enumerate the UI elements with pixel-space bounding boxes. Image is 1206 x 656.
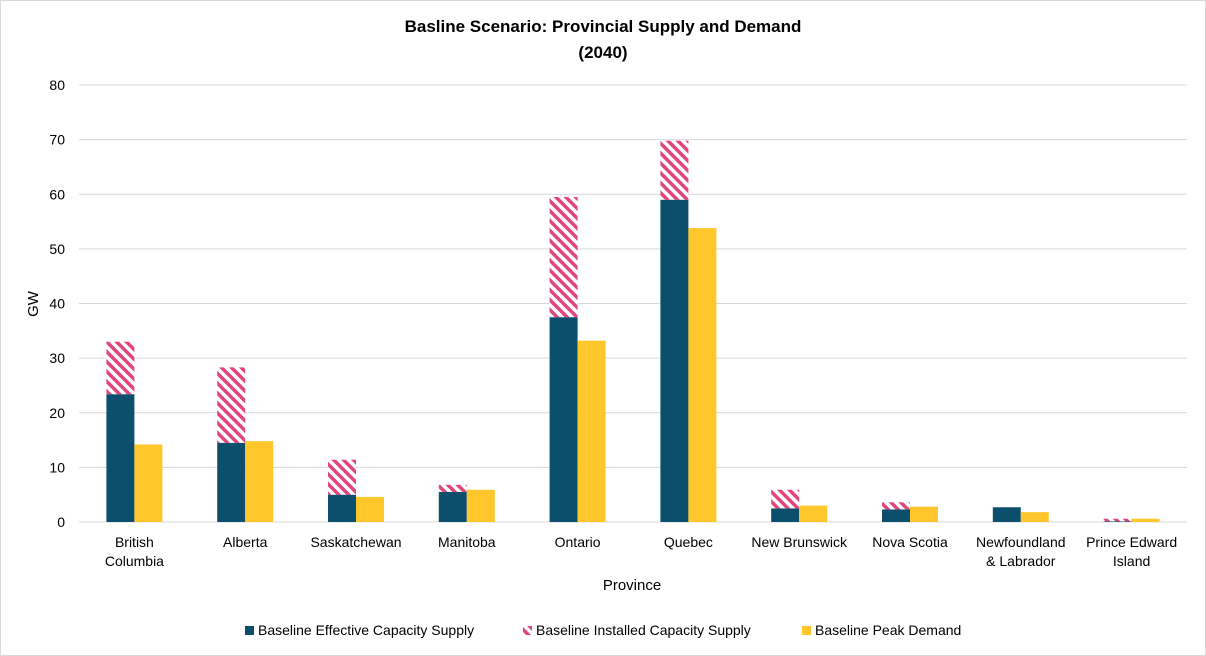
legend-swatch xyxy=(523,626,532,635)
x-tick-label: Saskatchewan xyxy=(310,534,401,550)
y-tick-label: 60 xyxy=(49,186,65,202)
bar-baseline-peak-demand xyxy=(1020,512,1049,522)
legend-item: Baseline Effective Capacity Supply xyxy=(245,622,474,638)
legend-swatch xyxy=(802,626,811,635)
bar-baseline-peak-demand xyxy=(466,489,495,522)
bar-baseline-installed-capacity-supply xyxy=(660,140,689,200)
bar-baseline-effective-capacity-supply xyxy=(1103,521,1132,522)
bars xyxy=(106,140,1160,522)
bar-baseline-effective-capacity-supply xyxy=(217,442,246,522)
y-tick-label: 50 xyxy=(49,241,65,257)
legend-item: Baseline Installed Capacity Supply xyxy=(523,622,751,638)
bar-baseline-peak-demand xyxy=(245,441,274,522)
bar-baseline-installed-capacity-supply xyxy=(1103,518,1132,522)
chart-title: Basline Scenario: Provincial Supply and … xyxy=(405,17,802,62)
bar-baseline-installed-capacity-supply xyxy=(438,484,467,492)
bar-baseline-peak-demand xyxy=(910,506,938,522)
bar-baseline-installed-capacity-supply xyxy=(106,341,135,395)
chart-title-line: Basline Scenario: Provincial Supply and … xyxy=(405,17,802,36)
x-tick-label: Alberta xyxy=(223,534,268,550)
bar-baseline-installed-capacity-supply xyxy=(549,196,578,318)
x-axis-ticks: British Columbia Alberta Saskatchewan Manito… xyxy=(105,534,1177,569)
bar-baseline-effective-capacity-supply xyxy=(882,509,910,522)
x-tick-label: New Brunswick xyxy=(751,534,848,550)
bar-baseline-installed-capacity-supply xyxy=(882,502,910,510)
bar-baseline-installed-capacity-supply xyxy=(771,489,800,509)
bar-baseline-installed-capacity-supply xyxy=(328,459,356,495)
legend-label: Baseline Peak Demand xyxy=(815,622,961,638)
x-tick-label: Quebec xyxy=(664,534,713,550)
y-tick-label: 70 xyxy=(49,132,65,148)
x-tick-label: Island xyxy=(1113,553,1150,569)
y-tick-label: 10 xyxy=(49,459,65,475)
y-tick-label: 20 xyxy=(49,405,65,421)
bar-baseline-effective-capacity-supply xyxy=(438,491,467,522)
y-tick-label: 40 xyxy=(49,296,65,312)
legend-swatch xyxy=(245,626,254,635)
x-tick-label: Manitoba xyxy=(438,534,496,550)
y-tick-label: 0 xyxy=(57,514,65,530)
bar-baseline-peak-demand xyxy=(1131,518,1160,522)
bar-baseline-installed-capacity-supply xyxy=(217,367,246,443)
legend-label: Baseline Effective Capacity Supply xyxy=(258,622,474,638)
bar-baseline-peak-demand xyxy=(688,228,717,522)
chart-subtitle-line: (2040) xyxy=(578,43,627,62)
bar-baseline-peak-demand xyxy=(799,505,828,522)
bar-baseline-peak-demand xyxy=(577,340,606,522)
legend: Baseline Effective Capacity Supply Baseli… xyxy=(245,622,961,638)
y-tick-label: 80 xyxy=(49,77,65,93)
x-axis-label: Province xyxy=(603,577,661,594)
x-tick-label: Ontario xyxy=(555,534,601,550)
bar-baseline-peak-demand xyxy=(134,444,163,522)
y-tick-label: 30 xyxy=(49,350,65,366)
bar-baseline-peak-demand xyxy=(356,496,384,522)
x-tick-label: & Labrador xyxy=(986,553,1056,569)
legend-label: Baseline Installed Capacity Supply xyxy=(536,622,751,638)
bar-baseline-effective-capacity-supply xyxy=(660,199,689,522)
legend-item: Baseline Peak Demand xyxy=(802,622,961,638)
bar-baseline-effective-capacity-supply xyxy=(328,494,356,522)
bar-baseline-effective-capacity-supply xyxy=(992,507,1021,522)
x-tick-label: Columbia xyxy=(105,553,164,569)
y-axis-label: GW xyxy=(25,290,42,317)
x-tick-label: Nova Scotia xyxy=(872,534,948,550)
y-axis-ticks: 0 10 20 30 40 50 60 70 80 xyxy=(49,77,65,530)
x-tick-label: British xyxy=(115,534,154,550)
bar-baseline-effective-capacity-supply xyxy=(106,394,135,522)
x-tick-label: Prince Edward xyxy=(1086,534,1177,550)
bar-baseline-effective-capacity-supply xyxy=(549,317,578,522)
x-tick-label: Newfoundland xyxy=(976,534,1066,550)
bar-baseline-effective-capacity-supply xyxy=(771,508,800,522)
